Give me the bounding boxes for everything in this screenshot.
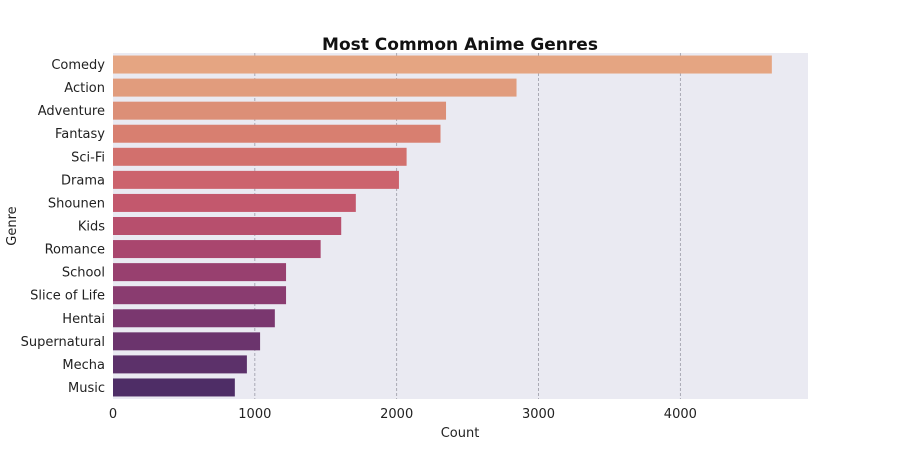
bar-adventure [113,101,447,120]
category-label: Adventure [38,104,105,119]
category-label: Slice of Life [30,289,105,304]
category-label: Romance [45,243,105,258]
bar-action [113,78,517,97]
bar-romance [113,240,321,259]
category-label: Mecha [62,358,105,373]
category-label: Music [68,381,105,396]
x-tick-label: 3000 [522,407,555,422]
bar-mecha [113,355,247,374]
bar-sci-fi [113,147,407,166]
bar-hentai [113,309,275,328]
bar-shounen [113,193,356,212]
category-label: Sci-Fi [71,150,105,165]
bar-school [113,263,287,282]
x-tick-labels: 0 1000 2000 3000 4000 [109,407,697,422]
category-label: Shounen [48,196,105,211]
x-axis-label: Count [441,426,480,441]
category-label: Drama [61,173,105,188]
x-tick-label: 0 [109,407,117,422]
x-tick-label: 1000 [238,407,271,422]
category-label: School [62,266,105,281]
bars-group [113,55,772,397]
category-label: Fantasy [55,127,105,142]
bar-supernatural [113,332,261,351]
x-tick-label: 4000 [664,407,697,422]
bar-comedy [113,55,772,74]
category-labels: Comedy Action Adventure Fantasy Sci-Fi Drama S… [21,58,106,396]
bar-slice-of-life [113,286,287,305]
bar-music [113,378,235,397]
chart-title: Most Common Anime Genres [322,35,598,55]
y-axis-label: Genre [5,206,20,245]
category-label: Supernatural [21,335,105,350]
x-tick-label: 2000 [380,407,413,422]
category-label: Action [64,81,105,96]
category-label: Kids [78,220,105,235]
bar-kids [113,217,342,235]
bar-drama [113,170,399,189]
category-label: Hentai [62,312,105,327]
bar-fantasy [113,124,441,143]
category-label: Comedy [51,58,105,73]
